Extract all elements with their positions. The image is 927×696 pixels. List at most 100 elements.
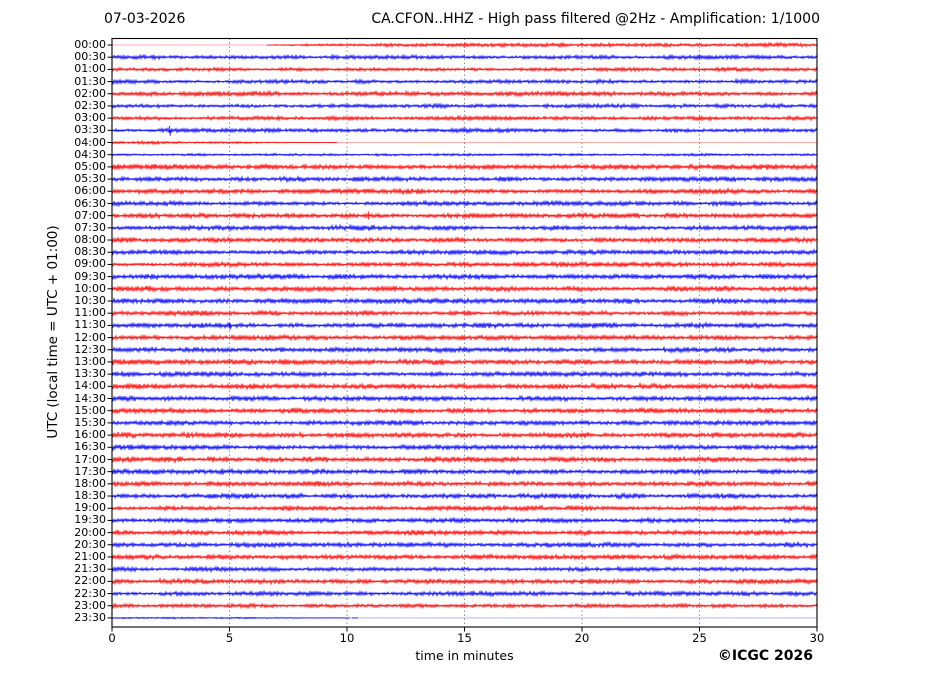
y-tick-label: 01:00 [74, 62, 106, 76]
trace-row-23:00 [111, 602, 818, 610]
trace-row-08:30 [111, 248, 818, 257]
y-tick-label: 06:30 [74, 196, 106, 210]
trace-row-21:30 [111, 565, 818, 574]
x-tick-label: 0 [108, 631, 116, 645]
trace-row-00:00 [266, 41, 818, 49]
trace-row-07:30 [111, 223, 818, 232]
trace-row-19:30 [111, 516, 818, 525]
y-tick-label: 01:30 [74, 74, 106, 88]
trace-row-18:30 [111, 491, 818, 501]
trace-row-08:00 [111, 235, 818, 245]
trace-row-18:00 [111, 479, 818, 488]
y-tick-label: 18:30 [74, 489, 106, 502]
trace-row-11:30 [111, 321, 818, 330]
y-tick-label: 08:30 [74, 245, 106, 259]
y-tick-label: 20:30 [74, 537, 106, 551]
trace-row-20:30 [111, 540, 818, 549]
trace-row-03:00 [111, 114, 818, 123]
figure-date: 07-03-2026 [104, 11, 186, 27]
y-tick-label: 11:30 [74, 318, 106, 332]
figure-title: CA.CFON..HHZ - High pass filtered @2Hz -… [371, 11, 820, 27]
trace-row-01:00 [111, 65, 818, 73]
y-tick-label: 22:30 [74, 586, 106, 600]
trace-row-09:30 [111, 272, 818, 281]
y-tick-label: 03:30 [74, 123, 106, 137]
y-tick-label: 19:00 [74, 501, 106, 515]
trace-row-20:00 [111, 528, 818, 537]
y-tick-label: 05:00 [74, 159, 106, 173]
y-tick-label: 03:00 [74, 111, 106, 125]
trace-row-14:00 [111, 381, 818, 391]
trace-row-09:00 [111, 260, 818, 269]
y-tick-label: 04:30 [74, 147, 106, 161]
trace-row-05:30 [111, 175, 818, 184]
y-tick-label: 10:30 [74, 294, 106, 307]
y-tick-label: 22:00 [74, 574, 106, 588]
trace-row-15:30 [111, 418, 818, 427]
y-tick-label: 19:30 [74, 513, 106, 527]
y-tick-label: 05:30 [74, 172, 106, 186]
trace-row-13:00 [111, 357, 818, 367]
trace-row-22:30 [111, 589, 818, 598]
y-tick-label: 04:00 [74, 135, 106, 149]
y-tick-label: 11:00 [74, 306, 106, 320]
trace-row-01:30 [111, 77, 818, 86]
y-tick-label: 14:30 [74, 391, 106, 405]
y-tick-label: 21:00 [74, 550, 106, 563]
copyright-label: ©ICGC 2026 [717, 648, 813, 664]
y-tick-label: 00:00 [74, 38, 106, 51]
y-tick-label: 07:30 [74, 220, 106, 234]
y-tick-label: 16:30 [74, 440, 106, 454]
trace-row-04:00 [111, 139, 338, 146]
y-tick-label: 12:30 [74, 342, 106, 356]
y-tick-label: 13:00 [74, 354, 106, 368]
trace-row-10:30 [111, 296, 818, 306]
trace-row-16:00 [111, 430, 818, 440]
y-tick-label: 06:00 [74, 184, 106, 198]
y-tick-label: 02:00 [74, 86, 106, 100]
y-tick-label: 09:30 [74, 269, 106, 283]
y-tick-label: 00:30 [74, 50, 106, 64]
y-tick-label: 15:30 [74, 415, 106, 429]
trace-row-13:30 [111, 370, 818, 379]
y-tick-label: 12:00 [74, 330, 106, 344]
x-tick-label: 20 [574, 631, 590, 645]
trace-row-22:00 [111, 577, 818, 586]
x-tick-label: 30 [809, 631, 825, 645]
trace-row-00:30 [111, 53, 818, 61]
trace-row-06:00 [111, 186, 818, 196]
trace-row-02:30 [111, 102, 818, 110]
y-tick-label: 23:00 [74, 598, 106, 612]
y-tick-label: 13:30 [74, 367, 106, 381]
y-tick-label: 16:00 [74, 428, 106, 442]
trace-row-15:00 [111, 406, 818, 415]
trace-row-14:30 [111, 394, 818, 403]
y-tick-label: 20:00 [74, 525, 106, 539]
trace-row-03:30 [111, 125, 818, 136]
y-tick-label: 17:30 [74, 464, 106, 478]
x-tick-label: 10 [339, 631, 355, 645]
trace-row-12:00 [111, 333, 818, 342]
trace-row-23:30 [111, 616, 359, 620]
y-tick-label: 15:00 [74, 403, 106, 417]
y-tick-label: 14:00 [74, 379, 106, 393]
x-tick-label: 5 [225, 631, 234, 645]
trace-row-16:30 [111, 443, 818, 452]
trace-row-19:00 [111, 504, 818, 513]
y-tick-label: 07:00 [74, 208, 106, 222]
trace-row-21:00 [111, 553, 818, 561]
trace-row-04:30 [111, 152, 818, 158]
y-tick-label: 18:00 [74, 476, 106, 490]
y-tick-label: 09:00 [74, 257, 106, 271]
trace-row-07:00 [111, 211, 818, 220]
trace-row-11:00 [111, 309, 818, 318]
trace-row-12:30 [111, 345, 818, 355]
trace-row-06:30 [111, 199, 818, 208]
y-tick-label: 02:30 [74, 98, 106, 112]
y-tick-label: 10:00 [74, 281, 106, 295]
y-tick-label: 08:00 [74, 233, 106, 246]
y-tick-label: 21:30 [74, 562, 106, 576]
trace-row-02:00 [111, 89, 818, 98]
